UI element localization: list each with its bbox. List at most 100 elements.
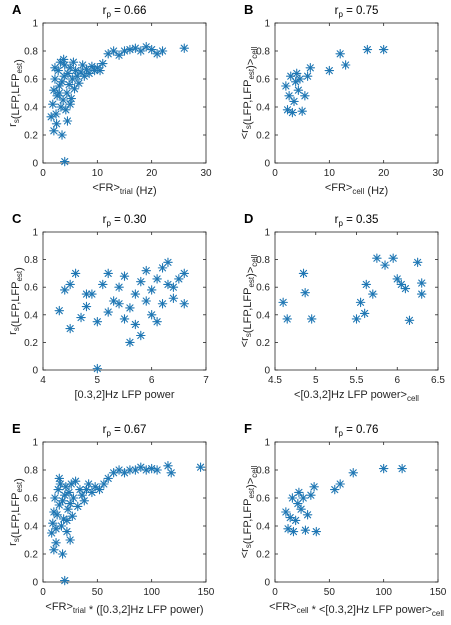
panel-letter: E xyxy=(12,421,21,436)
data-point xyxy=(141,465,151,475)
data-point xyxy=(48,99,58,109)
data-point xyxy=(50,74,60,84)
y-tick-label: 0.4 xyxy=(24,310,38,321)
x-axis-label: <FR>trial * ([0.3,2]Hz LFP power) xyxy=(45,601,203,616)
axes-box xyxy=(274,22,439,164)
data-point xyxy=(141,296,151,306)
series-points xyxy=(46,42,190,167)
data-point xyxy=(94,484,105,495)
series-points xyxy=(54,257,190,374)
data-point xyxy=(281,81,291,91)
data-point xyxy=(168,293,179,303)
data-point xyxy=(300,287,310,298)
data-point xyxy=(296,504,306,514)
y-tick-label: 0.2 xyxy=(24,338,38,349)
x-axis-label: <FR>cell (Hz) xyxy=(325,182,388,197)
data-point xyxy=(179,299,190,309)
panel-a: 0 10 20 30 0 0.2 0.4 0.6 0.8 1A rp = 0.66 <FR>trial… xyxy=(7,2,212,197)
data-point xyxy=(65,323,75,334)
data-point xyxy=(108,46,119,56)
data-point xyxy=(368,289,378,299)
data-point xyxy=(119,468,130,478)
data-point xyxy=(136,276,146,287)
y-tick-label: 0.4 xyxy=(24,522,38,533)
data-point xyxy=(306,490,316,500)
data-point xyxy=(136,330,146,341)
y-tick-label: 0.6 xyxy=(24,75,38,86)
data-point xyxy=(69,84,80,94)
data-point xyxy=(152,465,162,475)
data-point xyxy=(388,253,398,263)
data-point xyxy=(309,482,319,492)
data-point xyxy=(302,510,313,520)
data-point xyxy=(152,316,162,327)
data-point xyxy=(141,42,151,52)
data-point xyxy=(59,71,69,81)
data-point xyxy=(305,63,316,73)
y-tick-label: 0.2 xyxy=(24,131,38,142)
y-tick-label: 0.6 xyxy=(24,283,38,294)
y-tick-label: 1 xyxy=(32,438,38,449)
data-point xyxy=(416,278,427,288)
x-tick-label: 0 xyxy=(40,587,46,598)
y-tick-label: 0.8 xyxy=(256,466,270,477)
y-tick-label: 0.4 xyxy=(256,310,270,321)
series-points xyxy=(281,44,389,118)
data-point xyxy=(302,71,313,81)
axes-box xyxy=(42,441,207,583)
panel-title: rp = 0.30 xyxy=(103,214,147,228)
data-point xyxy=(54,473,65,484)
data-point xyxy=(90,482,100,492)
data-point xyxy=(51,538,61,548)
data-point xyxy=(166,468,176,478)
data-point xyxy=(285,512,295,523)
data-point xyxy=(103,307,113,317)
panel-letter: B xyxy=(244,2,253,17)
data-point xyxy=(157,46,168,56)
data-point xyxy=(70,476,81,486)
data-point xyxy=(361,279,372,290)
data-point xyxy=(125,44,135,55)
data-point xyxy=(168,282,179,292)
data-point xyxy=(290,515,301,526)
y-axis-label: <rs(LFP,LFPest)>cell xyxy=(239,255,259,348)
y-tick-label: 0.2 xyxy=(256,131,270,142)
data-point xyxy=(62,526,72,537)
data-point xyxy=(283,524,293,534)
data-point xyxy=(57,549,68,559)
data-point xyxy=(62,88,72,98)
data-point xyxy=(56,521,67,531)
y-tick-label: 0.2 xyxy=(24,550,38,561)
data-point xyxy=(81,289,92,299)
data-point xyxy=(130,319,141,330)
x-tick-label: 5.5 xyxy=(350,375,364,386)
x-tick-label: 4.5 xyxy=(268,375,282,386)
data-point xyxy=(404,315,415,326)
panel-title: rp = 0.66 xyxy=(103,5,147,19)
data-point xyxy=(103,473,113,484)
data-point xyxy=(87,289,97,299)
data-point xyxy=(65,535,75,545)
panel-f: 0 50 100 150 0 0.2 0.4 0.6 0.8 1 F rp = 0.76 <FR>cel… xyxy=(239,421,447,618)
data-point xyxy=(298,268,309,279)
data-point xyxy=(70,65,81,76)
data-point xyxy=(50,493,60,503)
data-point xyxy=(52,510,62,520)
data-point xyxy=(77,60,88,70)
data-point xyxy=(114,50,124,60)
x-tick-label: 30 xyxy=(432,168,444,179)
data-point xyxy=(282,314,292,324)
data-point xyxy=(330,484,340,495)
data-point xyxy=(64,487,74,498)
data-point xyxy=(46,112,56,122)
data-point xyxy=(163,257,173,268)
data-point xyxy=(114,299,124,309)
x-tick-label: 0 xyxy=(40,168,46,179)
y-tick-label: 0.8 xyxy=(24,466,38,477)
panel-title: rp = 0.75 xyxy=(335,5,379,19)
data-point xyxy=(157,263,168,273)
data-point xyxy=(195,462,206,472)
axes-box xyxy=(42,231,207,371)
data-point xyxy=(163,461,173,471)
data-point xyxy=(98,279,108,290)
